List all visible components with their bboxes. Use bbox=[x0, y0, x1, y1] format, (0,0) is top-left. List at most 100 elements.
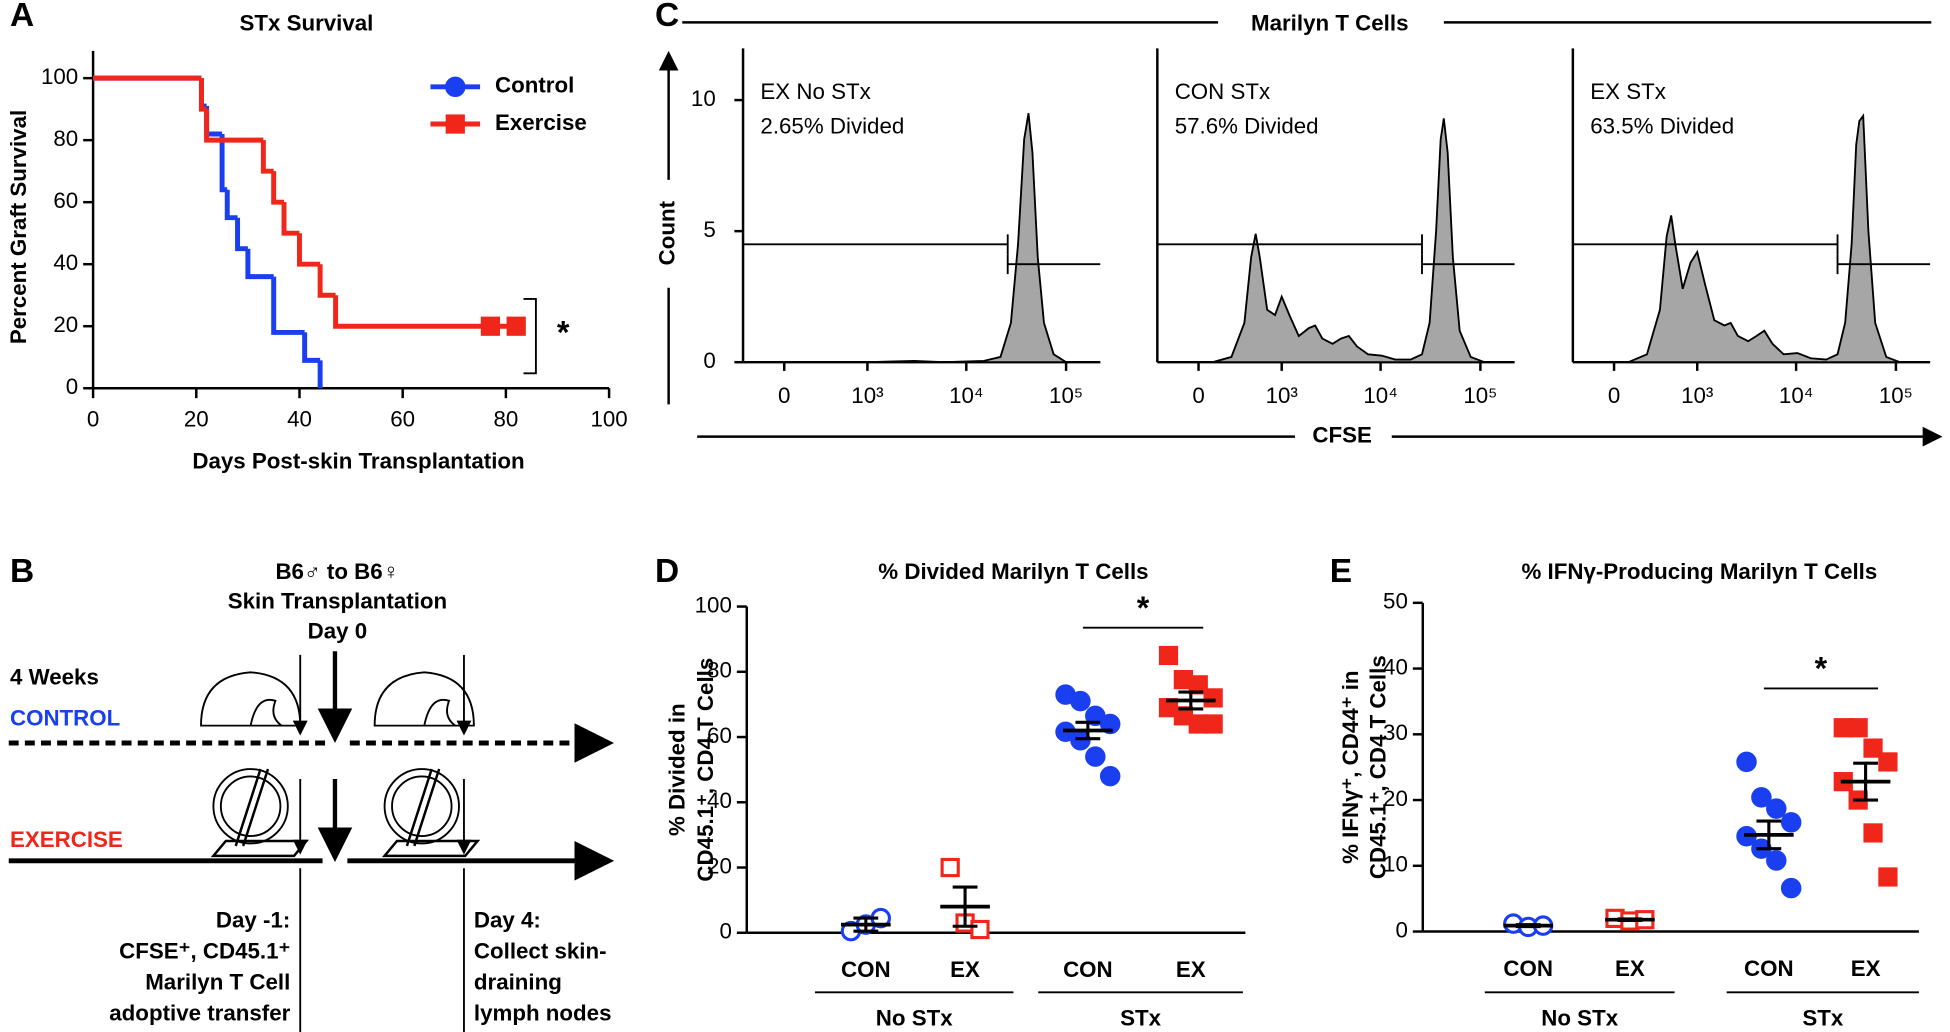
survival-step bbox=[317, 264, 336, 298]
panel-annotation: 63.5% Divided bbox=[1590, 114, 1734, 139]
data-point bbox=[970, 919, 990, 940]
step-text: Day 4: bbox=[474, 907, 541, 932]
annotation: * bbox=[1137, 590, 1150, 626]
x-tick-label: 0 bbox=[87, 406, 99, 431]
y-tick-label: 40 bbox=[1383, 654, 1408, 679]
step-text: adoptive transfer bbox=[109, 1001, 290, 1026]
diagram-title: Skin Transplantation bbox=[228, 589, 447, 614]
y-axis-label: CD45.1⁺, CD4 T Cells bbox=[1365, 655, 1390, 879]
gate bbox=[1157, 234, 1423, 255]
chart-title: % IFNγ-Producing Marilyn T Cells bbox=[1521, 559, 1877, 584]
data-point bbox=[1863, 738, 1883, 758]
legend-marker bbox=[445, 76, 466, 98]
y-tick-label: 20 bbox=[707, 853, 732, 878]
panel-label: E bbox=[1330, 553, 1352, 590]
y-tick-label: 40 bbox=[707, 788, 732, 813]
y-tick-label: 80 bbox=[53, 126, 78, 151]
cage-icon bbox=[373, 671, 475, 727]
error-bar bbox=[1075, 720, 1101, 741]
y-tick-label: 20 bbox=[53, 312, 78, 337]
panel-label: C bbox=[655, 0, 679, 34]
data-point bbox=[1878, 867, 1898, 887]
x-tick-label: 0 bbox=[778, 383, 790, 408]
gate bbox=[1421, 254, 1515, 275]
data-point bbox=[940, 857, 960, 878]
x-tick-label: 10⁵ bbox=[1049, 383, 1083, 408]
data-point bbox=[1070, 690, 1091, 712]
error-bar bbox=[1853, 761, 1878, 802]
histogram-curve bbox=[1157, 118, 1515, 364]
data-point bbox=[1736, 751, 1757, 773]
x-tick-label: CON bbox=[841, 957, 891, 982]
cage-icon bbox=[200, 671, 302, 727]
duration-label: 4 Weeks bbox=[10, 664, 99, 689]
gate bbox=[743, 234, 1009, 255]
panel-annotation: 57.6% Divided bbox=[1175, 114, 1319, 139]
x-tick-label: EX bbox=[1851, 956, 1881, 981]
y-tick-label: 5 bbox=[703, 217, 715, 242]
survival-step bbox=[224, 189, 238, 221]
group-label: STx bbox=[1802, 1005, 1844, 1030]
legend-label: Control bbox=[495, 73, 574, 98]
panel-name: CON STx bbox=[1175, 79, 1270, 104]
data-point bbox=[1085, 705, 1106, 727]
gate bbox=[1836, 254, 1931, 275]
x-tick-label: 20 bbox=[184, 406, 209, 431]
chart-title: % Divided Marilyn T Cells bbox=[878, 559, 1148, 584]
x-tick-label: 10⁴ bbox=[1363, 383, 1397, 408]
x-tick-label: 0 bbox=[1608, 383, 1620, 408]
survival-step bbox=[297, 233, 321, 267]
group-label: No STx bbox=[1541, 1005, 1618, 1030]
x-tick-label: 80 bbox=[493, 406, 518, 431]
panel-label: A bbox=[10, 0, 34, 34]
survival-step bbox=[235, 217, 248, 252]
x-tick-label: 10⁵ bbox=[1463, 383, 1497, 408]
y-tick-label: 60 bbox=[53, 188, 78, 213]
y-tick-label: 0 bbox=[703, 348, 715, 373]
x-axis-label: CFSE bbox=[1312, 423, 1372, 448]
histogram-curve bbox=[1572, 113, 1931, 364]
censor-mark bbox=[480, 316, 501, 336]
data-point bbox=[1766, 798, 1787, 819]
error-bar bbox=[853, 916, 879, 933]
y-tick-label: 60 bbox=[707, 723, 732, 748]
y-tick-label: 100 bbox=[41, 64, 78, 89]
error-bar bbox=[1178, 690, 1204, 711]
data-point bbox=[1085, 746, 1106, 767]
y-axis-label: CD45.1⁺, CD4 T Cells bbox=[693, 658, 718, 882]
data-point bbox=[1766, 850, 1787, 871]
chart-title: Marilyn T Cells bbox=[1251, 11, 1408, 36]
data-point bbox=[1780, 812, 1802, 833]
data-point bbox=[1878, 752, 1898, 772]
diagram-title: Day 0 bbox=[308, 618, 368, 643]
y-tick-label: 40 bbox=[53, 250, 78, 275]
legend-label: Exercise bbox=[495, 110, 587, 135]
x-tick-label: 10³ bbox=[851, 383, 883, 408]
legend-marker bbox=[445, 114, 465, 134]
x-tick-label: 100 bbox=[590, 406, 627, 431]
step-text: draining bbox=[474, 970, 562, 995]
data-point bbox=[1158, 645, 1179, 666]
y-axis-label: Count bbox=[655, 200, 680, 265]
x-tick-label: 10⁴ bbox=[949, 383, 983, 408]
annotation: * bbox=[557, 314, 570, 350]
error-bar bbox=[952, 885, 978, 928]
diagram-title: B6♂ to B6♀ bbox=[275, 559, 399, 584]
data-point bbox=[1780, 877, 1802, 899]
y-axis-label: Percent Graft Survival bbox=[6, 110, 31, 344]
error-bar bbox=[1515, 923, 1541, 929]
annotation: * bbox=[1815, 651, 1828, 687]
data-point bbox=[1099, 713, 1121, 735]
step-text: lymph nodes bbox=[474, 1001, 612, 1026]
panel-name: EX STx bbox=[1590, 79, 1666, 104]
y-tick-label: 0 bbox=[719, 919, 731, 944]
chart-title: STx Survival bbox=[239, 11, 373, 36]
panel-label: B bbox=[10, 553, 34, 590]
x-tick-label: 0 bbox=[1192, 383, 1204, 408]
wheel-icon bbox=[381, 768, 481, 858]
data-point bbox=[1099, 765, 1121, 787]
x-tick-label: 10³ bbox=[1266, 383, 1298, 408]
data-point bbox=[1203, 688, 1223, 708]
survival-step bbox=[271, 276, 305, 335]
